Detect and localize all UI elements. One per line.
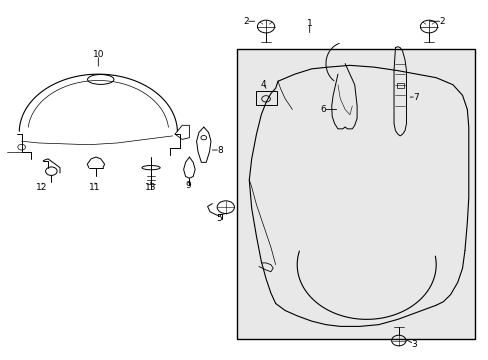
Text: 9: 9 bbox=[184, 181, 190, 190]
Text: 12: 12 bbox=[36, 183, 47, 192]
Text: 2: 2 bbox=[243, 17, 248, 26]
Bar bbox=[397, 83, 403, 88]
Text: 3: 3 bbox=[410, 339, 416, 348]
Text: 10: 10 bbox=[92, 50, 104, 59]
Text: 7: 7 bbox=[412, 93, 418, 102]
Text: 5: 5 bbox=[216, 214, 222, 223]
Text: 8: 8 bbox=[217, 145, 223, 154]
Bar bbox=[237, 49, 473, 339]
Text: 6: 6 bbox=[320, 105, 326, 114]
Text: 4: 4 bbox=[260, 80, 266, 89]
Text: 11: 11 bbox=[89, 183, 101, 192]
Text: 13: 13 bbox=[144, 183, 156, 192]
Text: 1: 1 bbox=[306, 19, 312, 28]
Bar bbox=[255, 91, 276, 105]
Text: 2: 2 bbox=[439, 17, 444, 26]
